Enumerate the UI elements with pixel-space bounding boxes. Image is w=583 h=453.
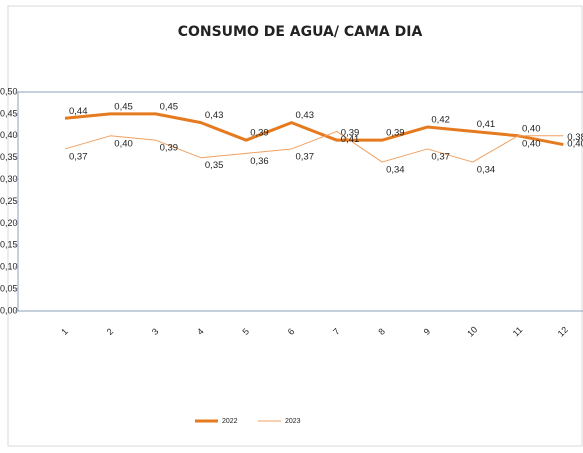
x-tick-label: 2 — [105, 326, 116, 337]
data-label: 0,37 — [296, 151, 315, 162]
data-label: 0,42 — [431, 115, 450, 126]
x-tick-label: 8 — [376, 326, 387, 337]
x-tick-label: 4 — [195, 326, 206, 337]
series-line — [64, 112, 564, 147]
data-label: 0,40 — [567, 138, 583, 149]
x-tick-label: 7 — [331, 326, 342, 337]
y-tick-label: 0,05 — [0, 283, 18, 293]
data-label: 0,39 — [250, 128, 269, 139]
data-label: 0,36 — [250, 156, 269, 167]
x-tick-label: 5 — [240, 326, 251, 337]
y-tick-label: 0,10 — [0, 262, 18, 272]
data-label: 0,41 — [341, 134, 360, 145]
x-tick-label: 3 — [150, 326, 161, 337]
y-tick-label: 0,40 — [0, 130, 18, 140]
data-label: 0,40 — [522, 138, 541, 149]
x-tick-label: 9 — [422, 326, 433, 337]
data-label: 0,44 — [69, 106, 88, 117]
y-tick-label: 0,00 — [0, 305, 18, 315]
data-label: 0,45 — [160, 101, 179, 112]
data-label: 0,45 — [114, 101, 133, 112]
chart-border — [7, 5, 583, 447]
y-tick-label: 0,50 — [0, 86, 18, 96]
data-label: 0,37 — [431, 151, 450, 162]
data-label: 0,38 — [567, 132, 583, 143]
legend-label: 2023 — [285, 418, 301, 425]
y-tick-label: 0,45 — [0, 108, 18, 118]
data-label: 0,41 — [477, 119, 496, 130]
data-label: 0,37 — [69, 151, 88, 162]
x-tick-label: 6 — [286, 326, 297, 337]
data-label: 0,35 — [205, 160, 224, 171]
data-label: 0,39 — [341, 128, 360, 139]
y-tick-label: 0,15 — [0, 240, 18, 250]
y-tick-label: 0,25 — [0, 196, 18, 206]
y-tick-label: 0,35 — [0, 152, 18, 162]
data-label: 0,39 — [386, 128, 405, 139]
data-label: 0,39 — [160, 143, 179, 154]
chart-title: CONSUMO DE AGUA/ CAMA DIA — [178, 24, 423, 40]
data-label: 0,40 — [522, 123, 541, 134]
data-label: 0,43 — [205, 110, 224, 121]
y-tick-label: 0,30 — [0, 174, 18, 184]
legend-label: 2022 — [222, 418, 238, 425]
y-tick-label: 0,20 — [0, 218, 18, 228]
data-label: 0,40 — [114, 138, 133, 149]
series-line — [64, 130, 564, 163]
data-label: 0,43 — [296, 110, 315, 121]
x-tick-label: 1 — [59, 326, 70, 337]
data-label: 0,34 — [386, 165, 405, 176]
data-label: 0,34 — [477, 165, 496, 176]
